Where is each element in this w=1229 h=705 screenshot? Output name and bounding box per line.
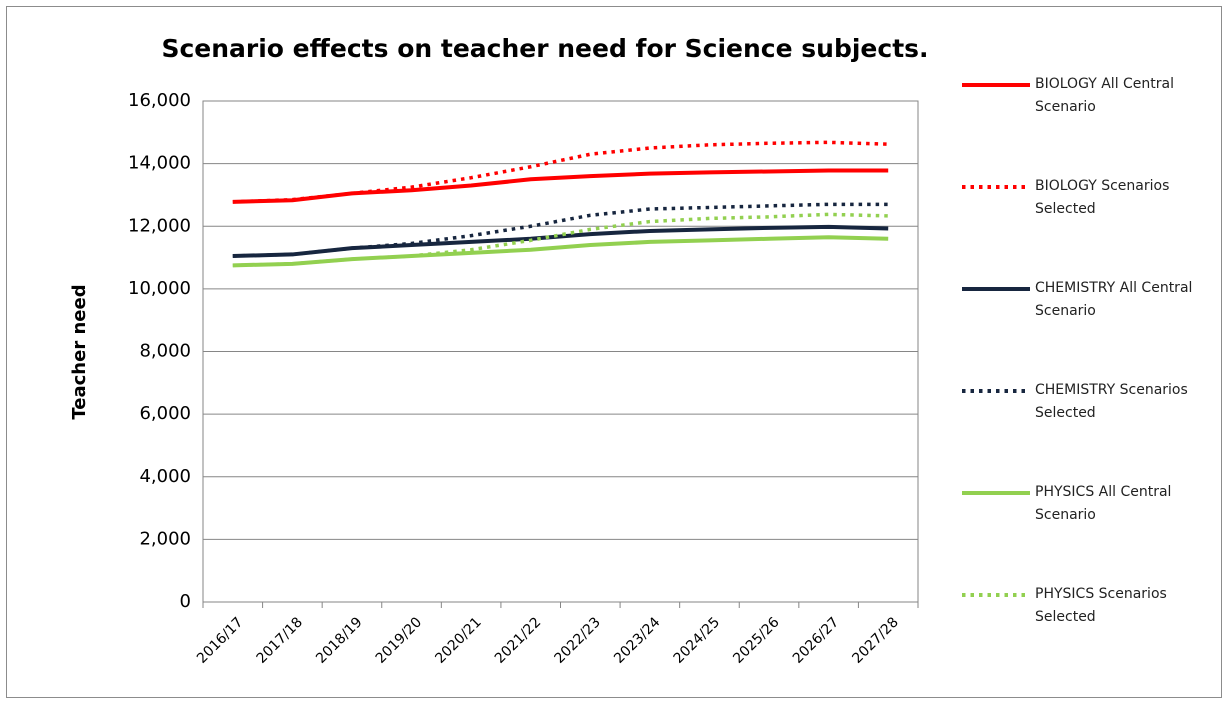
x-tick-label: 2017/18 [254, 614, 306, 666]
x-tick-label: 2026/27 [790, 614, 842, 666]
y-tick-label: 6,000 [139, 403, 191, 424]
y-tick-label: 4,000 [139, 466, 191, 487]
x-tick-label: 2018/19 [313, 614, 365, 666]
series-line [232, 235, 889, 268]
x-tick-label: 2023/24 [611, 614, 664, 667]
x-tick-label: 2019/20 [373, 614, 425, 666]
legend-label: CHEMISTRY Scenarios Selected [1035, 382, 1188, 421]
legend-label: BIOLOGY All Central Scenario [1035, 76, 1175, 115]
x-tick-label: 2027/28 [849, 614, 901, 666]
legend-label: CHEMISTRY All Central Scenario [1035, 280, 1193, 319]
y-tick-label: 14,000 [128, 153, 191, 174]
x-tick-label: 2024/25 [671, 614, 723, 666]
legend-label: PHYSICS Scenarios Selected [1035, 586, 1167, 625]
y-tick-label: 2,000 [139, 528, 191, 549]
chart-frame [6, 6, 1222, 698]
y-tick-label: 8,000 [139, 341, 191, 362]
legend-label: BIOLOGY Scenarios Selected [1035, 178, 1170, 217]
y-axis-label: Teacher need [69, 284, 90, 419]
series-line [232, 224, 889, 258]
x-tick-label: 2022/23 [552, 614, 604, 666]
y-tick-label: 12,000 [128, 215, 191, 236]
x-tick-label: 2016/17 [194, 614, 246, 666]
x-tick-label: 2025/26 [730, 614, 783, 667]
series-line [232, 168, 889, 204]
y-tick-label: 10,000 [128, 278, 191, 299]
x-tick-label: 2021/22 [492, 614, 544, 666]
chart-title: Scenario effects on teacher need for Sci… [161, 34, 928, 63]
legend-label: PHYSICS All Central Scenario [1035, 484, 1172, 523]
y-tick-label: 16,000 [128, 90, 191, 111]
x-tick-label: 2020/21 [432, 614, 484, 666]
y-tick-label: 0 [180, 591, 191, 612]
